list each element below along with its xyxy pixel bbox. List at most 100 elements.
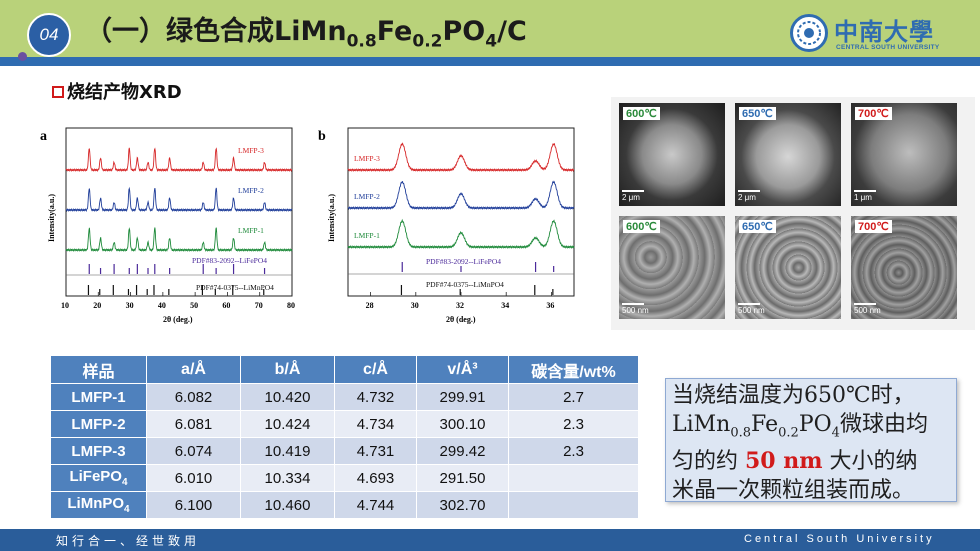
x-tick-label: 60 bbox=[222, 301, 230, 310]
reference-label-limnpo4: PDF#74-0375--LiMnPO4 bbox=[426, 280, 504, 289]
lattice-parameter-table: 样品 a/Å b/Å c/Å v/Å³ 碳含量/wt% LMFP-1 6.082… bbox=[50, 355, 639, 519]
cell-b: 10.334 bbox=[240, 464, 335, 492]
column-header: b/Å bbox=[240, 355, 335, 384]
cell-a: 6.082 bbox=[146, 383, 241, 411]
cell-c: 4.693 bbox=[334, 464, 417, 492]
x-axis-label: 2θ (deg.) bbox=[163, 315, 193, 324]
x-tick-label: 70 bbox=[255, 301, 263, 310]
x-tick-label: 80 bbox=[287, 301, 295, 310]
cell-carbon bbox=[508, 491, 639, 519]
cell-a: 6.074 bbox=[146, 437, 241, 465]
cell-carbon: 2.3 bbox=[508, 410, 639, 438]
row-header: LiFePO4 bbox=[50, 464, 147, 492]
x-tick-label: 32 bbox=[456, 301, 464, 310]
column-header: c/Å bbox=[334, 355, 417, 384]
note-line: 米晶一次颗粒组装而成。 bbox=[672, 478, 915, 504]
scale-bar: 500 nm bbox=[854, 303, 881, 315]
x-tick-label: 50 bbox=[190, 301, 198, 310]
series-label-lmfp3: LMFP-3 bbox=[238, 146, 264, 155]
cell-c: 4.732 bbox=[334, 383, 417, 411]
cell-a: 6.010 bbox=[146, 464, 241, 492]
scale-bar: 500 nm bbox=[622, 303, 649, 315]
x-tick-labels: 28 30 32 34 36 bbox=[366, 292, 554, 310]
cell-carbon: 2.7 bbox=[508, 383, 639, 411]
series-line-lmfp-3 bbox=[65, 147, 293, 173]
note-line: LiMn0.8Fe0.2PO4微球由均 bbox=[672, 412, 928, 441]
sem-image-700-low: 700℃ 1 μm bbox=[851, 103, 957, 206]
x-tick-label: 36 bbox=[546, 301, 554, 310]
section-heading: 烧结产物XRD bbox=[52, 78, 182, 104]
xrd-chart-a: a LMFP-3 LMFP-2 LMFP-1 PDF#83-2092--LiFe… bbox=[40, 127, 295, 324]
sem-image-600-low: 600℃ 2 μm bbox=[619, 103, 725, 206]
series-label-lmfp3: LMFP-3 bbox=[354, 154, 380, 163]
sem-image-grid: 600℃ 2 μm 650℃ 2 μm 700℃ 1 μm 600℃ 500 nm 65… bbox=[611, 97, 975, 330]
series-line-lmfp-1 bbox=[347, 218, 575, 250]
x-axis-label: 2θ (deg.) bbox=[446, 315, 476, 324]
series-label-lmfp1: LMFP-1 bbox=[354, 231, 380, 240]
cell-b: 10.424 bbox=[240, 410, 335, 438]
sem-image-650-low: 650℃ 2 μm bbox=[735, 103, 841, 206]
xrd-chart-b: b LMFP-3 LMFP-2 LMFP-1 PDF#83-2092--LiFe… bbox=[318, 127, 575, 324]
cell-b: 10.420 bbox=[240, 383, 335, 411]
table-header-row: 样品 a/Å b/Å c/Å v/Å³ 碳含量/wt% bbox=[50, 355, 639, 384]
table-row: LiMnPO4 6.100 10.460 4.744 302.70 bbox=[50, 491, 639, 519]
cell-c: 4.734 bbox=[334, 410, 417, 438]
row-header: LMFP-3 bbox=[50, 437, 147, 465]
footer-university: Central South University bbox=[744, 533, 935, 545]
note-line: 当烧结温度为650℃时， bbox=[672, 383, 915, 408]
sem-label: 600℃ bbox=[623, 220, 660, 233]
sem-image-700-high: 700℃ 500 nm bbox=[851, 216, 957, 319]
cell-carbon: 2.3 bbox=[508, 437, 639, 465]
highlight-size: 50 nm bbox=[745, 448, 823, 475]
sem-label: 650℃ bbox=[739, 107, 776, 120]
series-line-lmfp-3 bbox=[347, 142, 575, 173]
table-row: LMFP-2 6.081 10.424 4.734 300.10 2.3 bbox=[50, 410, 639, 438]
series-label-lmfp1: LMFP-1 bbox=[238, 226, 264, 235]
cell-a: 6.081 bbox=[146, 410, 241, 438]
slide-number-badge: 04 bbox=[27, 13, 71, 57]
cell-a: 6.100 bbox=[146, 491, 241, 519]
cell-v: 299.42 bbox=[416, 437, 509, 465]
bullet-square-icon bbox=[52, 86, 64, 98]
cell-b: 10.460 bbox=[240, 491, 335, 519]
cell-carbon bbox=[508, 464, 639, 492]
scale-bar: 2 μm bbox=[622, 190, 644, 202]
cell-b: 10.419 bbox=[240, 437, 335, 465]
footer-bar: 知行合一、经世致用 Central South University bbox=[0, 529, 980, 551]
cell-v: 299.91 bbox=[416, 383, 509, 411]
y-axis-label: Intensity(a.u.) bbox=[47, 194, 56, 242]
column-header: a/Å bbox=[146, 355, 241, 384]
sem-label: 700℃ bbox=[855, 107, 892, 120]
table-row: LiFePO4 6.010 10.334 4.693 291.50 bbox=[50, 464, 639, 492]
header-rule bbox=[0, 57, 980, 66]
column-header: 碳含量/wt% bbox=[508, 355, 639, 384]
sem-label: 600℃ bbox=[623, 107, 660, 120]
cell-v: 291.50 bbox=[416, 464, 509, 492]
sem-label: 650℃ bbox=[739, 220, 776, 233]
table-row: LMFP-1 6.082 10.420 4.732 299.91 2.7 bbox=[50, 383, 639, 411]
x-tick-label: 10 bbox=[61, 301, 69, 310]
cell-c: 4.744 bbox=[334, 491, 417, 519]
x-tick-label: 28 bbox=[366, 301, 374, 310]
reference-label-lifepo4: PDF#83-2092--LiFePO4 bbox=[426, 257, 501, 266]
sem-image-600-high: 600℃ 500 nm bbox=[619, 216, 725, 319]
university-emblem-icon bbox=[790, 14, 828, 52]
x-tick-label: 40 bbox=[158, 301, 166, 310]
university-logo: 中南大學 CENTRAL SOUTH UNIVERSITY bbox=[790, 10, 940, 54]
note-line: 匀的约 50 nm 大小的纳 bbox=[672, 448, 918, 475]
page-title: （一）绿色合成LiMn0.8Fe0.2PO4/C bbox=[85, 16, 527, 52]
x-tick-label: 20 bbox=[93, 301, 101, 310]
series-label-lmfp2: LMFP-2 bbox=[354, 192, 380, 201]
conclusion-note: 当烧结温度为650℃时， LiMn0.8Fe0.2PO4微球由均 匀的约 50 … bbox=[665, 378, 957, 504]
column-header: 样品 bbox=[50, 355, 147, 384]
reference-label-limnpo4: PDF#74-0375--LiMnPO4 bbox=[196, 283, 274, 292]
sem-image-650-high: 650℃ 500 nm bbox=[735, 216, 841, 319]
y-axis-label: Intensity(a.u.) bbox=[327, 194, 336, 242]
panel-label-b: b bbox=[318, 129, 326, 144]
column-header: v/Å³ bbox=[416, 355, 509, 384]
cell-c: 4.731 bbox=[334, 437, 417, 465]
row-header: LMFP-2 bbox=[50, 410, 147, 438]
spectra-group bbox=[65, 147, 293, 295]
x-tick-label: 34 bbox=[501, 301, 509, 310]
series-line-lmfp-2 bbox=[65, 186, 293, 213]
